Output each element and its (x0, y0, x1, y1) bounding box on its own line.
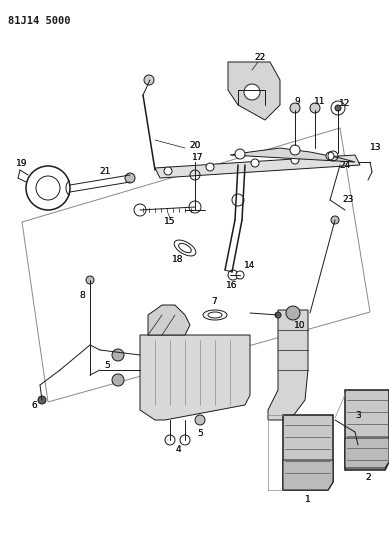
Text: 7: 7 (211, 297, 217, 306)
Text: 15: 15 (164, 216, 176, 225)
Text: 22: 22 (254, 52, 266, 61)
Text: 18: 18 (172, 255, 184, 264)
Circle shape (164, 167, 172, 175)
Polygon shape (228, 62, 280, 120)
Text: 4: 4 (175, 446, 181, 455)
Circle shape (180, 435, 190, 445)
Circle shape (38, 396, 46, 404)
Circle shape (335, 105, 341, 111)
Text: 6: 6 (31, 400, 37, 409)
Circle shape (189, 201, 201, 213)
Text: 8: 8 (79, 290, 85, 300)
Circle shape (86, 276, 94, 284)
Circle shape (350, 427, 360, 437)
Text: 11: 11 (314, 98, 326, 107)
Text: 14: 14 (244, 261, 256, 270)
Polygon shape (268, 310, 308, 420)
Circle shape (244, 84, 260, 100)
Circle shape (228, 270, 238, 280)
Text: 2: 2 (365, 473, 371, 482)
Text: 7: 7 (211, 297, 217, 306)
Polygon shape (140, 335, 250, 420)
Text: 5: 5 (104, 360, 110, 369)
Text: 21: 21 (99, 167, 111, 176)
Text: 23: 23 (342, 196, 354, 205)
Polygon shape (230, 148, 355, 162)
Text: 12: 12 (339, 99, 351, 108)
Circle shape (251, 159, 259, 167)
Text: 9: 9 (294, 98, 300, 107)
Text: 2: 2 (365, 473, 371, 482)
Circle shape (165, 435, 175, 445)
Circle shape (112, 374, 124, 386)
Circle shape (286, 306, 300, 320)
Circle shape (232, 194, 244, 206)
Text: 1: 1 (305, 496, 311, 505)
Text: 23: 23 (342, 196, 354, 205)
Polygon shape (345, 438, 389, 468)
Polygon shape (345, 390, 389, 470)
Text: 17: 17 (192, 154, 204, 163)
Circle shape (235, 149, 245, 159)
Text: 22: 22 (254, 52, 266, 61)
Text: 81J14 5000: 81J14 5000 (8, 16, 70, 26)
Circle shape (331, 216, 339, 224)
Text: 20: 20 (189, 141, 201, 149)
Text: 19: 19 (16, 158, 28, 167)
Text: 18: 18 (172, 255, 184, 264)
Circle shape (326, 152, 334, 160)
Text: 17: 17 (192, 154, 204, 163)
Text: 24: 24 (339, 160, 350, 169)
Circle shape (112, 349, 124, 361)
Circle shape (275, 312, 281, 318)
Text: 10: 10 (294, 320, 306, 329)
Circle shape (195, 415, 205, 425)
Circle shape (310, 103, 320, 113)
Text: 5: 5 (197, 429, 203, 438)
Polygon shape (283, 460, 333, 490)
Circle shape (291, 156, 299, 164)
Text: 1: 1 (305, 496, 311, 505)
Text: 12: 12 (339, 99, 351, 108)
Text: 13: 13 (370, 143, 382, 152)
Text: 5: 5 (197, 429, 203, 438)
Polygon shape (155, 155, 360, 178)
Text: 21: 21 (99, 167, 111, 176)
Text: 4: 4 (175, 446, 181, 455)
Text: 16: 16 (226, 280, 238, 289)
Polygon shape (283, 415, 333, 490)
Circle shape (144, 75, 154, 85)
Circle shape (125, 173, 135, 183)
Text: 9: 9 (294, 98, 300, 107)
Circle shape (206, 163, 214, 171)
Circle shape (290, 103, 300, 113)
Circle shape (236, 271, 244, 279)
Text: 6: 6 (31, 400, 37, 409)
Text: 19: 19 (16, 158, 28, 167)
Text: 15: 15 (164, 216, 176, 225)
Text: 10: 10 (294, 320, 306, 329)
Text: 5: 5 (104, 360, 110, 369)
Text: 14: 14 (244, 261, 256, 270)
Text: 3: 3 (355, 410, 361, 419)
Text: 16: 16 (226, 280, 238, 289)
Text: 11: 11 (314, 98, 326, 107)
Circle shape (134, 204, 146, 216)
Text: 24: 24 (339, 160, 350, 169)
Text: 13: 13 (370, 143, 382, 152)
Text: 20: 20 (189, 141, 201, 149)
Text: 3: 3 (355, 410, 361, 419)
Circle shape (290, 145, 300, 155)
Polygon shape (148, 305, 190, 335)
Text: 8: 8 (79, 290, 85, 300)
